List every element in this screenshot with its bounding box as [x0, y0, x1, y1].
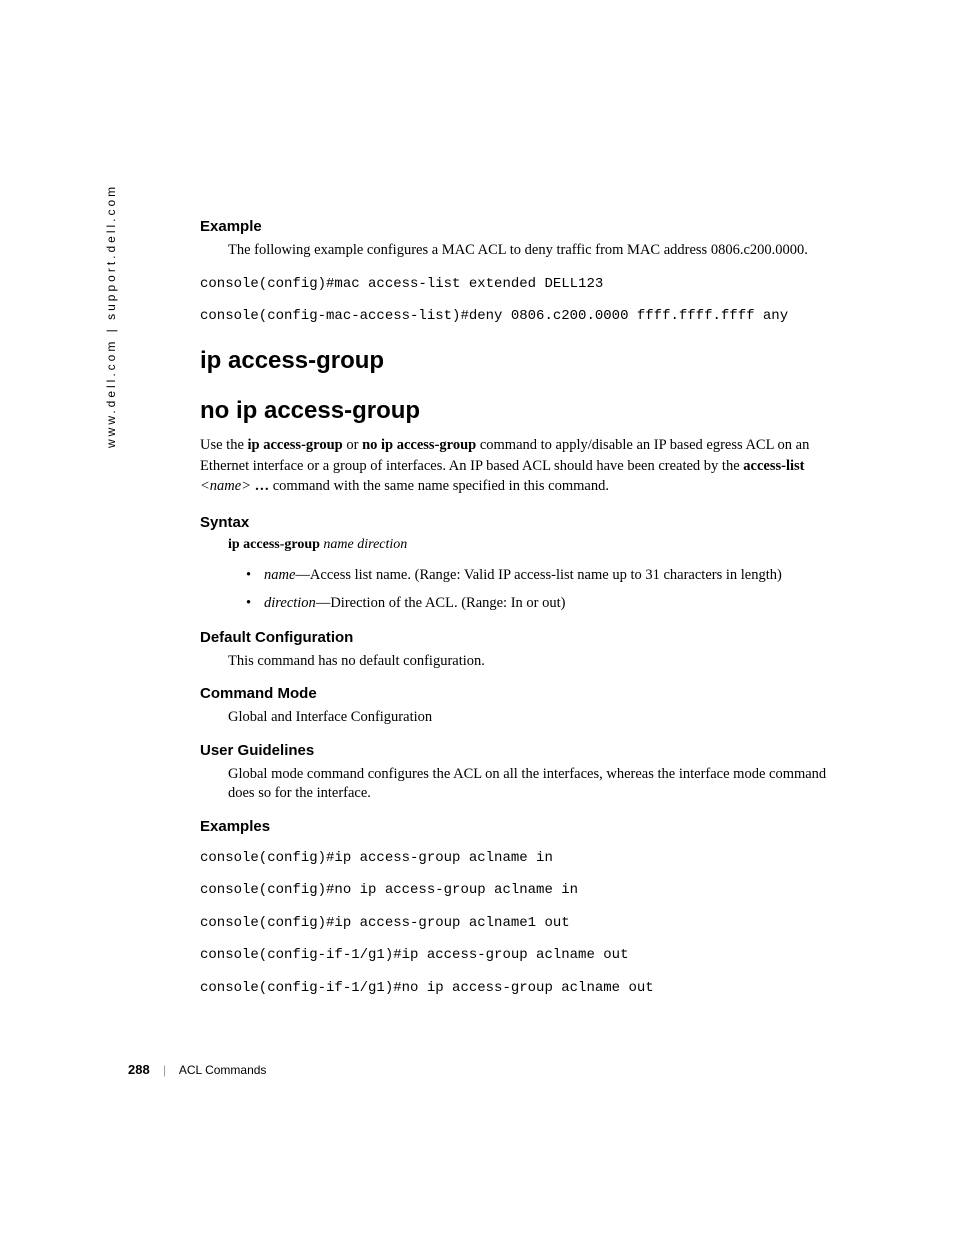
sidebar-url: www.dell.com | support.dell.com: [104, 184, 118, 448]
syntax-line: ip access-group name direction: [228, 537, 850, 553]
default-config-section: Default Configuration This command has n…: [200, 629, 850, 672]
example-body: The following example configures a MAC A…: [228, 241, 850, 261]
command-mode-label: Command Mode: [200, 685, 850, 702]
user-guidelines-label: User Guidelines: [200, 742, 850, 759]
example-code-1: console(config)#mac access-list extended…: [200, 273, 850, 295]
heading-no-ip-access-group: no ip access-group: [200, 397, 850, 425]
default-config-body: This command has no default configuratio…: [228, 652, 850, 672]
footer-section: ACL Commands: [179, 1063, 267, 1077]
example-section: Example The following example configures…: [200, 218, 850, 327]
intro-pre: Use the: [200, 437, 248, 453]
examples-code-5: console(config-if-1/g1)#no ip access-gro…: [200, 977, 850, 999]
intro-mid-1: or: [343, 437, 362, 453]
intro-bold-2: no ip access-group: [362, 437, 476, 453]
command-mode-body: Global and Interface Configuration: [228, 708, 850, 728]
intro-paragraph: Use the ip access-group or no ip access-…: [200, 435, 850, 496]
examples-label: Examples: [200, 818, 850, 835]
intro-bold-4: …: [251, 478, 269, 494]
examples-code-4: console(config-if-1/g1)#ip access-group …: [200, 944, 850, 966]
examples-code-3: console(config)#ip access-group aclname1…: [200, 912, 850, 934]
intro-italic-1: <name>: [200, 478, 251, 494]
syntax-label: Syntax: [200, 514, 850, 531]
bullet-param-2: direction: [264, 595, 316, 611]
user-guidelines-section: User Guidelines Global mode command conf…: [200, 742, 850, 804]
syntax-section: Syntax ip access-group name direction na…: [200, 514, 850, 615]
user-guidelines-body: Global mode command configures the ACL o…: [228, 765, 850, 804]
main-content: Example The following example configures…: [200, 218, 850, 1013]
intro-bold-1: ip access-group: [248, 437, 343, 453]
command-mode-section: Command Mode Global and Interface Config…: [200, 685, 850, 728]
syntax-bullets: name—Access list name. (Range: Valid IP …: [246, 565, 850, 615]
bullet-param-1: name: [264, 567, 295, 583]
page-number: 288: [128, 1062, 150, 1077]
example-code-2: console(config-mac-access-list)#deny 080…: [200, 305, 850, 327]
syntax-bullet-1: name—Access list name. (Range: Valid IP …: [246, 565, 850, 587]
syntax-bullet-2: direction—Direction of the ACL. (Range: …: [246, 593, 850, 615]
intro-post: command with the same name specified in …: [269, 478, 609, 494]
footer-divider: |: [163, 1063, 166, 1077]
examples-code-2: console(config)#no ip access-group aclna…: [200, 879, 850, 901]
examples-section: Examples console(config)#ip access-group…: [200, 818, 850, 999]
heading-ip-access-group: ip access-group: [200, 347, 850, 375]
examples-code-1: console(config)#ip access-group aclname …: [200, 847, 850, 869]
page-footer: 288 | ACL Commands: [128, 1062, 266, 1077]
syntax-italic: name direction: [320, 537, 407, 552]
example-label: Example: [200, 218, 850, 235]
bullet-desc-2: —Direction of the ACL. (Range: In or out…: [316, 595, 566, 611]
syntax-bold: ip access-group: [228, 537, 320, 552]
intro-bold-3: access-list: [743, 458, 804, 474]
default-config-label: Default Configuration: [200, 629, 850, 646]
bullet-desc-1: —Access list name. (Range: Valid IP acce…: [295, 567, 781, 583]
